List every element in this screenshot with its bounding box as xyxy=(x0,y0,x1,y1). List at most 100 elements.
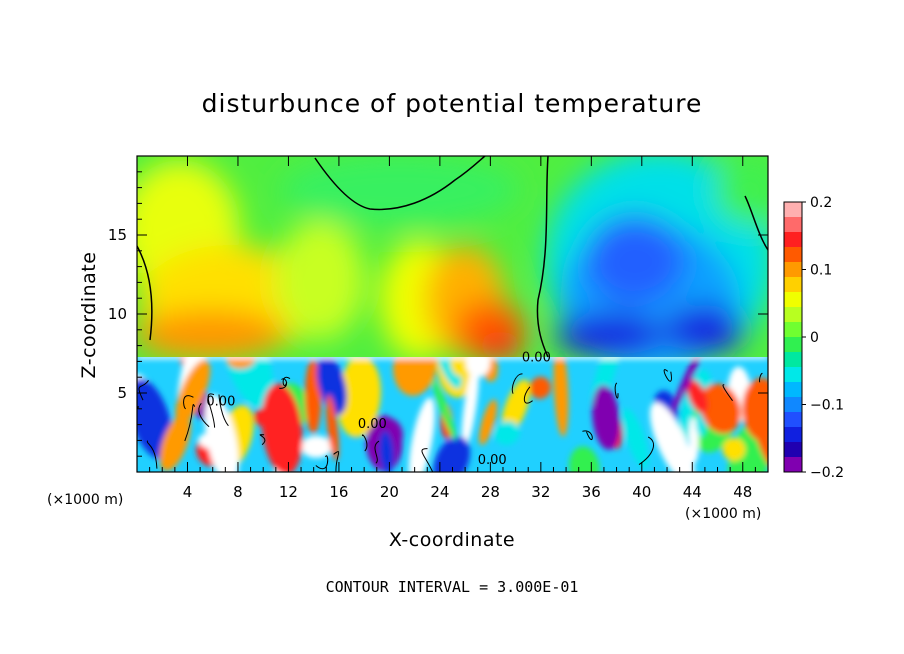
colorbar-tick-label: −0.2 xyxy=(810,465,844,481)
turbulence-streak xyxy=(592,385,620,450)
contour-line xyxy=(218,394,229,427)
contour-label: 0.00 xyxy=(522,350,551,365)
turbulence-streak xyxy=(569,446,600,472)
contour-line xyxy=(361,434,368,452)
colorbar-segment xyxy=(784,337,802,353)
contour-line xyxy=(374,440,380,464)
contour-line xyxy=(198,402,210,428)
contour-line xyxy=(523,386,533,404)
turbulence-streak xyxy=(300,435,333,458)
x-tick-label: 16 xyxy=(329,483,348,501)
colorbar-segment xyxy=(784,457,802,473)
turbulence-streak xyxy=(465,357,491,378)
turbulence-streak xyxy=(137,378,173,459)
turbulence-streak xyxy=(494,421,520,445)
turbulence-streak xyxy=(688,417,699,463)
contour-line xyxy=(137,406,139,411)
turbulence-streak xyxy=(553,357,569,437)
turbulence-streak xyxy=(461,361,480,450)
turbulence-streak xyxy=(175,359,211,425)
contour-line xyxy=(207,393,216,428)
contour-line xyxy=(282,376,291,386)
colorbar-tick-label: 0.2 xyxy=(810,195,832,211)
contour-line xyxy=(259,434,266,446)
turbulence-streak xyxy=(529,376,551,399)
turbulence-streak xyxy=(408,397,435,472)
turbulence-streak xyxy=(687,379,708,414)
colorbar-segment xyxy=(784,232,802,248)
turbulence-streak xyxy=(699,383,741,434)
turbulence-streak xyxy=(159,413,191,471)
colorbar-segment xyxy=(784,382,802,398)
colorbar-segment xyxy=(784,247,802,263)
x-tick-label: 4 xyxy=(183,483,193,501)
layer-interface xyxy=(137,357,768,359)
contour-label: 0.00 xyxy=(206,395,235,410)
colorbar xyxy=(784,202,802,473)
contour-line xyxy=(614,382,619,399)
y-axis-label: Z-coordinate xyxy=(78,252,100,379)
contour-label: 0.00 xyxy=(478,453,507,468)
colorbar-segment xyxy=(784,322,802,338)
chart-title: disturbunce of potential temperature xyxy=(202,89,703,118)
colorbar-segment xyxy=(784,367,802,383)
x-tick-label: 44 xyxy=(683,483,702,501)
contour-label: 0.00 xyxy=(358,417,387,432)
contour-line xyxy=(759,372,763,383)
x-tick-label: 28 xyxy=(481,483,500,501)
turbulence-streak xyxy=(742,378,768,441)
y-tick-label: 10 xyxy=(108,305,127,323)
contour-line xyxy=(582,430,593,440)
contour-interval-annotation: CONTOUR INTERVAL = 3.000E-01 xyxy=(326,578,579,596)
y-tick-label: 5 xyxy=(117,384,127,402)
turbulence-streak xyxy=(622,408,649,469)
x-axis-label: X-coordinate xyxy=(389,529,515,551)
contour-line xyxy=(421,448,434,472)
contour-line xyxy=(183,395,194,410)
colorbar-segment xyxy=(784,427,802,443)
turbulence-streak xyxy=(433,436,470,472)
turbulence-streak xyxy=(432,378,457,441)
colorbar-segment xyxy=(784,307,802,323)
x-tick-label: 40 xyxy=(632,483,651,501)
contour-line xyxy=(138,380,149,401)
contour-line xyxy=(663,369,672,382)
contour-line xyxy=(315,455,329,469)
colorbar-segment xyxy=(784,412,802,428)
x-tick-label: 48 xyxy=(733,483,752,501)
turbulence-streak xyxy=(722,437,746,461)
colorbar-segment xyxy=(784,292,802,308)
y-tick-label: 15 xyxy=(108,226,127,244)
colorbar-segment xyxy=(784,277,802,293)
colorbar-segment xyxy=(784,352,802,368)
colorbar-segment xyxy=(784,442,802,458)
x-tick-label: 32 xyxy=(531,483,550,501)
x-unit-right: (×1000 m) xyxy=(685,506,761,522)
contour-line xyxy=(638,436,655,466)
turbulence-streak xyxy=(393,357,437,396)
turbulence-streak xyxy=(261,383,303,472)
y-axis: 5 10 15 xyxy=(108,171,768,457)
colorbar-segment xyxy=(784,202,802,218)
colorbar-segment xyxy=(784,262,802,278)
contour-line xyxy=(722,384,733,401)
turbulence-streak xyxy=(379,430,394,472)
contour-line xyxy=(333,451,340,472)
colorbar-segment xyxy=(784,217,802,233)
turbulence-streak xyxy=(435,357,462,389)
x-tick-label: 24 xyxy=(430,483,449,501)
contour-line xyxy=(146,440,158,469)
turbulence-streak xyxy=(337,357,381,438)
turbulence-streak xyxy=(326,394,339,461)
colorbar-segment xyxy=(784,397,802,413)
x-tick-label: 20 xyxy=(380,483,399,501)
x-tick-label: 36 xyxy=(582,483,601,501)
turbulence-streak xyxy=(479,399,498,445)
colorbar-tick-label: −0.1 xyxy=(810,398,844,414)
x-tick-label: 8 xyxy=(233,483,243,501)
x-unit-left: (×1000 m) xyxy=(47,492,123,508)
contour-labels: 0.00 0.00 0.00 0.00 xyxy=(206,350,550,468)
x-axis: 4 8 12 16 20 24 28 32 36 40 44 48 xyxy=(149,156,756,501)
contour-line xyxy=(511,373,523,394)
x-tick-label: 12 xyxy=(279,483,298,501)
